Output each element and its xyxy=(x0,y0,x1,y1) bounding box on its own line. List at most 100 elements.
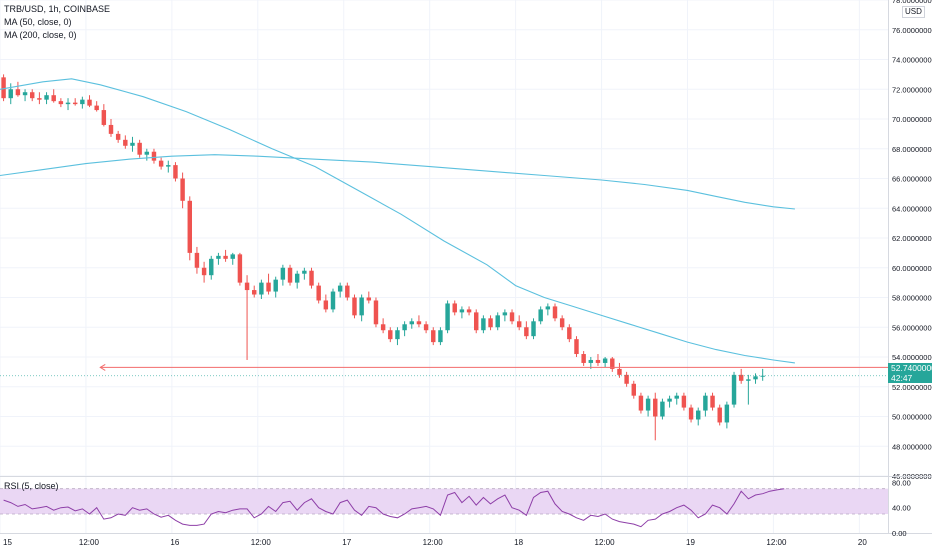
candle-body xyxy=(101,110,107,125)
candle xyxy=(624,371,629,387)
candle-body xyxy=(459,309,465,313)
drawing-annotations[interactable] xyxy=(99,363,932,371)
candle xyxy=(373,297,379,328)
candle-body xyxy=(610,358,615,369)
candle xyxy=(423,321,429,334)
rsi-tick-label: 80.00 xyxy=(892,478,911,487)
candle xyxy=(445,300,450,334)
candle-body xyxy=(30,92,35,99)
candle xyxy=(323,294,329,313)
candle-body xyxy=(731,374,737,405)
candle-body xyxy=(15,89,21,96)
candle-body xyxy=(631,383,636,396)
candle-body xyxy=(753,376,758,380)
candle xyxy=(359,294,364,322)
candle xyxy=(452,300,457,316)
x-tick-label: 17 xyxy=(342,538,351,547)
candle xyxy=(309,267,314,289)
candle xyxy=(552,303,558,322)
candle xyxy=(58,98,64,108)
candle-body xyxy=(402,324,407,331)
ma200-label[interactable]: MA (200, close, 0) xyxy=(4,30,77,40)
candle xyxy=(158,157,164,170)
candle xyxy=(645,395,651,417)
candle xyxy=(416,315,422,328)
candle-body xyxy=(158,160,164,167)
candle xyxy=(252,285,257,298)
candle-body xyxy=(8,89,13,99)
candle-body xyxy=(352,297,357,316)
y-tick-label: 58.00000000 xyxy=(892,294,932,303)
candle-body xyxy=(667,398,672,402)
candle-body xyxy=(37,98,42,100)
candle xyxy=(731,371,737,408)
candle xyxy=(574,336,579,357)
candle xyxy=(366,291,372,304)
candle-body xyxy=(22,92,28,96)
candle xyxy=(352,294,357,319)
candle-body xyxy=(209,258,214,276)
candle-body xyxy=(445,303,450,331)
candle xyxy=(753,373,758,384)
candle-body xyxy=(44,95,49,100)
candle xyxy=(667,395,672,408)
candle xyxy=(15,81,21,97)
candle-body xyxy=(266,282,271,292)
symbol-label[interactable]: TRB/USD, 1h, COINBASE xyxy=(4,4,111,14)
y-tick-label: 56.00000000 xyxy=(892,323,932,332)
y-tick-label: 70.00000000 xyxy=(892,115,932,124)
y-tick-label: 48.00000000 xyxy=(892,442,932,451)
candle xyxy=(173,162,178,182)
candle-body xyxy=(194,252,200,268)
candle-body xyxy=(1,77,6,99)
candle-body xyxy=(259,282,264,295)
candle xyxy=(738,368,744,384)
x-tick-label: 19 xyxy=(686,538,695,547)
candle-body xyxy=(173,165,178,179)
x-tick-label: 12:00 xyxy=(766,538,787,547)
candle xyxy=(395,327,400,346)
chart-legend[interactable]: TRB/USD, 1h, COINBASE MA (50, close, 0) … xyxy=(4,3,110,42)
candle-body xyxy=(380,324,386,331)
candle-body xyxy=(567,327,572,340)
candle xyxy=(717,404,722,426)
x-tick-label: 18 xyxy=(514,538,523,547)
candle xyxy=(273,276,278,298)
currency-unit-button[interactable]: USD xyxy=(902,6,925,18)
candle-body xyxy=(710,395,715,408)
rsi-label[interactable]: RSI (5, close) xyxy=(4,481,59,491)
ma50-line xyxy=(0,78,795,364)
candle-body xyxy=(717,407,722,423)
candle-body xyxy=(51,95,56,102)
candle xyxy=(280,264,286,286)
rsi-band xyxy=(0,488,888,514)
candle-body xyxy=(166,165,171,167)
candle xyxy=(22,89,28,102)
candle xyxy=(187,196,192,261)
candle xyxy=(602,357,608,368)
candle-body xyxy=(87,99,92,106)
candle-body xyxy=(524,327,529,337)
candle xyxy=(266,273,271,295)
candle-body xyxy=(602,358,608,363)
candle-body xyxy=(738,374,744,381)
ma50-label[interactable]: MA (50, close, 0) xyxy=(4,17,72,27)
candle xyxy=(531,318,536,340)
candle xyxy=(216,252,221,265)
candle-body xyxy=(180,178,185,201)
candle-body xyxy=(724,404,730,423)
candle-body xyxy=(359,297,364,316)
candle xyxy=(481,315,486,334)
candle-body xyxy=(409,321,414,325)
candlestick-series xyxy=(1,74,765,441)
candle-body xyxy=(581,354,586,363)
candle-body xyxy=(545,306,551,310)
rsi-tick-label: 0.00 xyxy=(892,529,907,538)
x-tick-label: 16 xyxy=(170,538,179,547)
candle xyxy=(466,306,472,316)
candle-body xyxy=(645,398,651,411)
candle xyxy=(388,327,393,343)
candle-body xyxy=(488,318,493,328)
candle xyxy=(696,407,701,426)
